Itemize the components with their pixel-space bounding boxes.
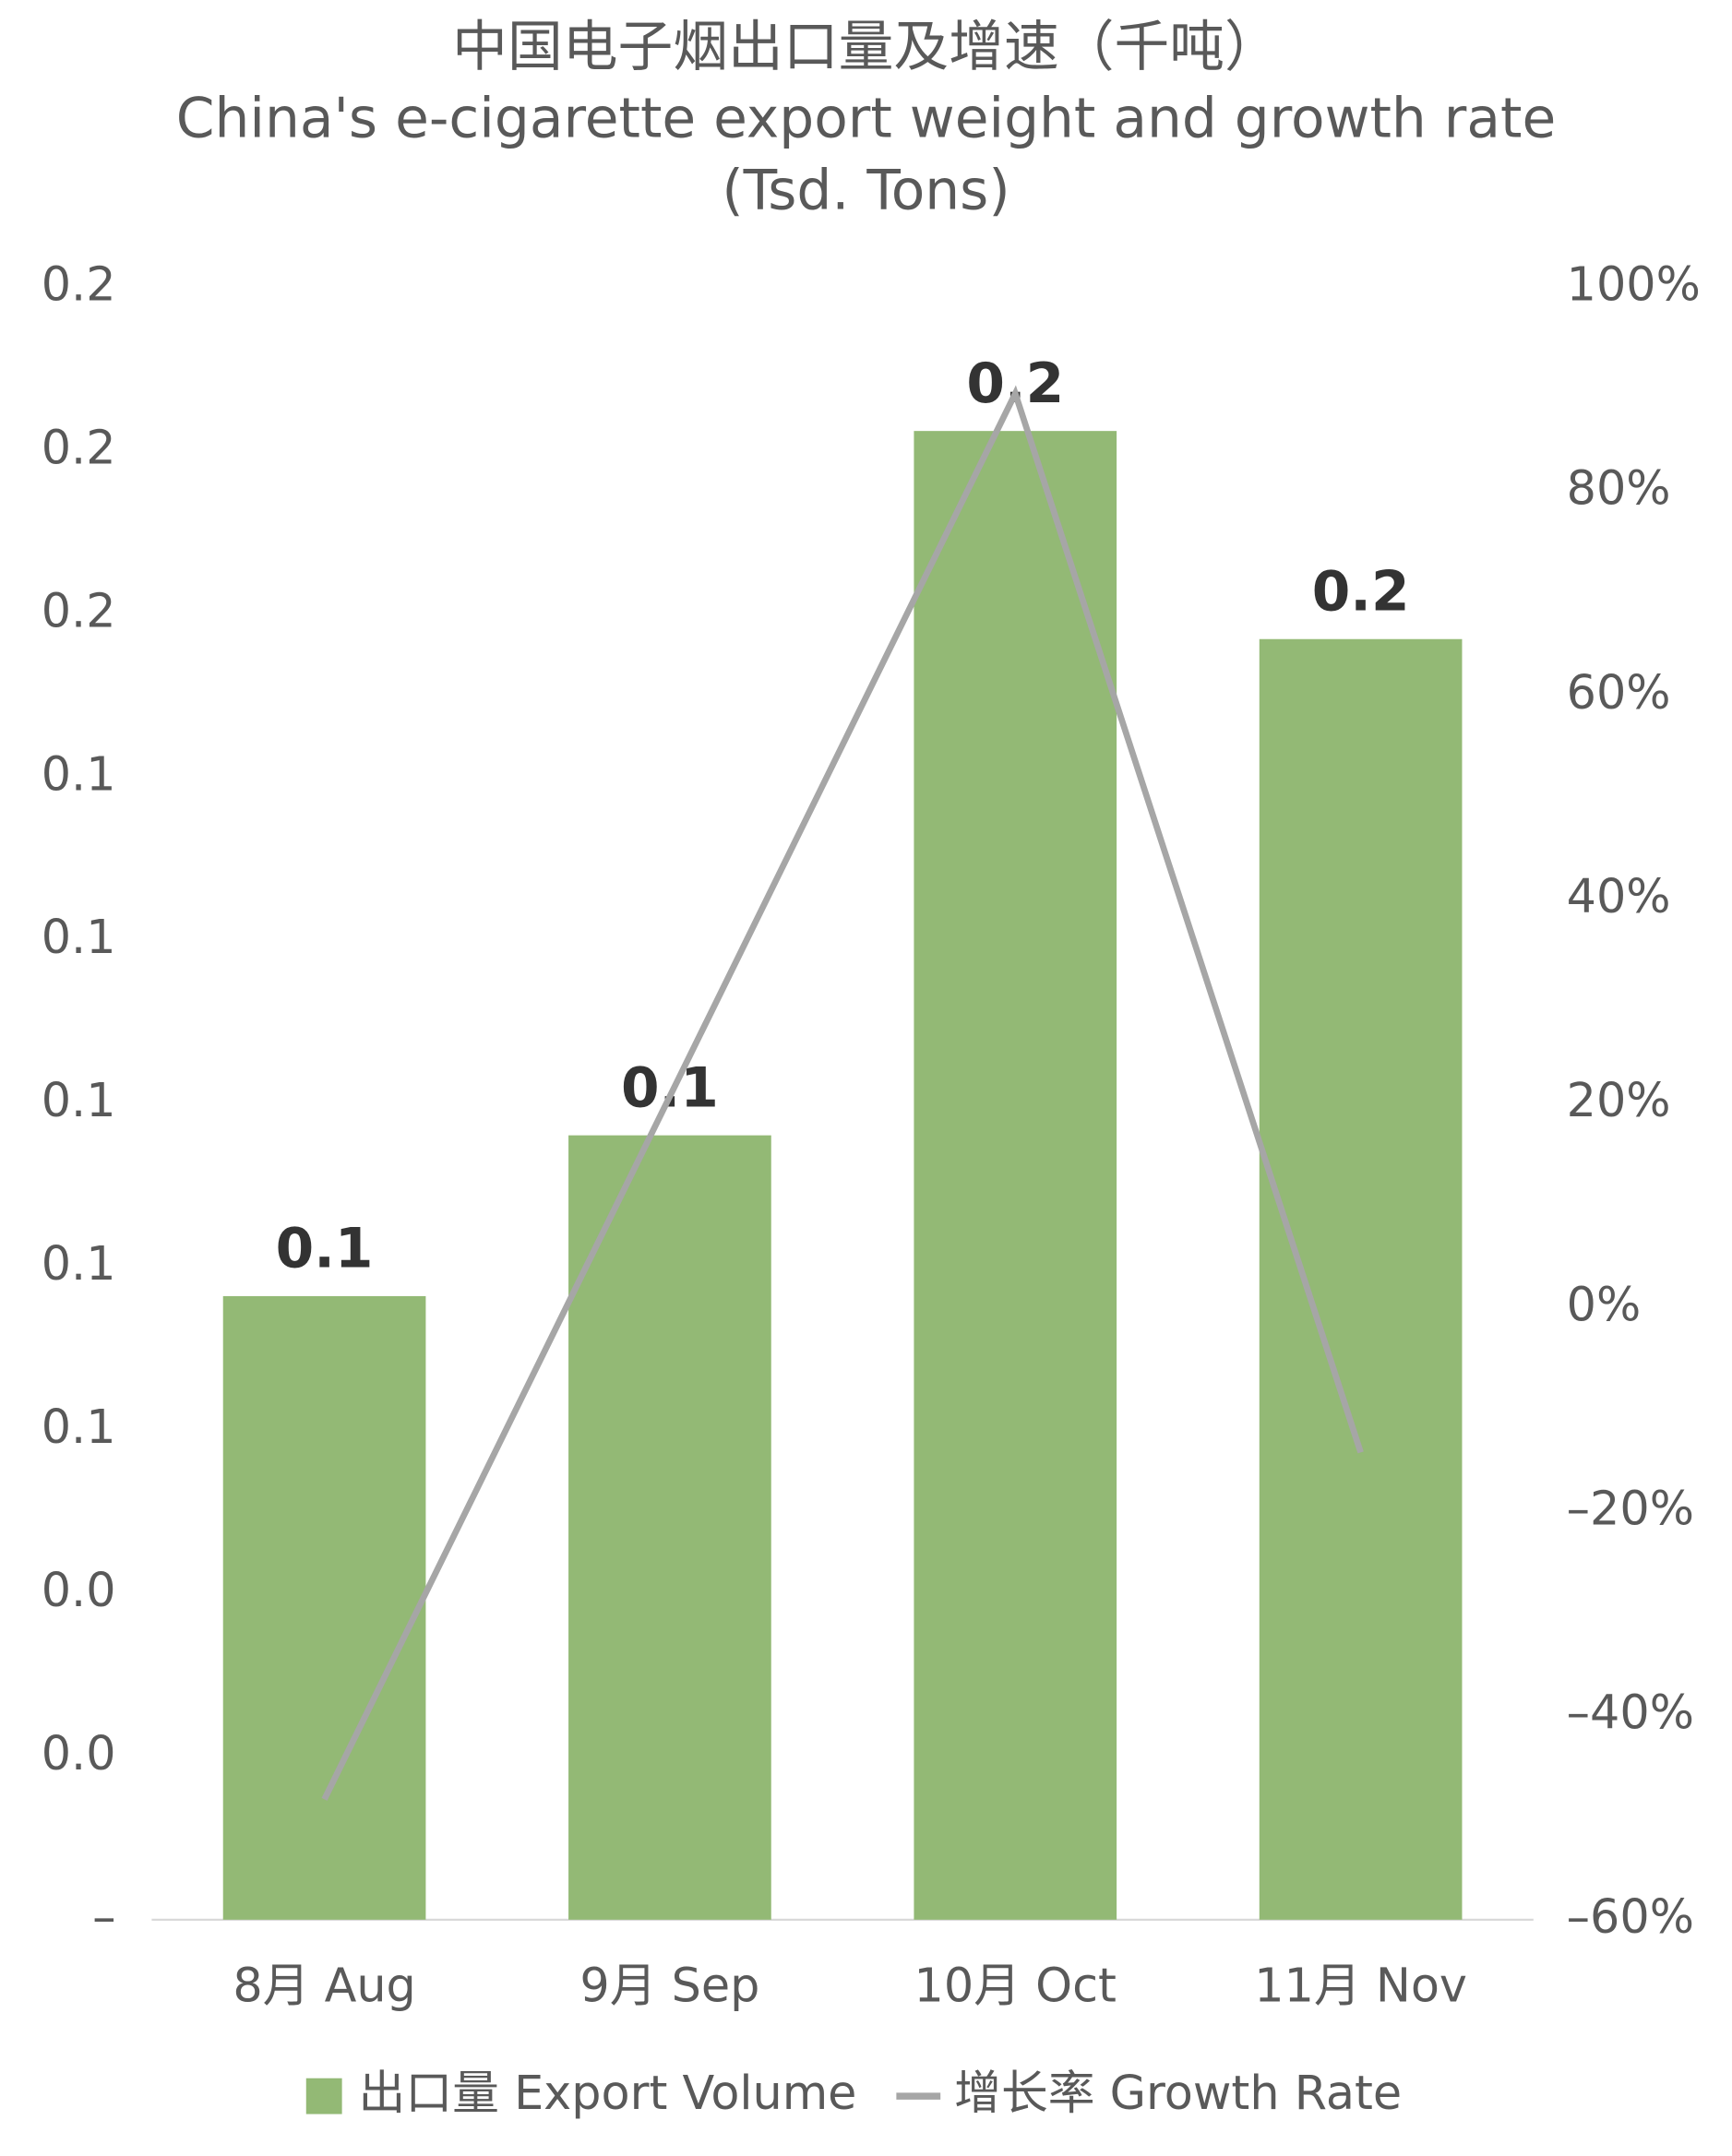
data-label: 0.1 [276,1218,374,1281]
chart-title: 中国电子烟出口量及增速（千吨） [452,16,1280,79]
legend-label: 出口量 Export Volume [359,2066,857,2120]
y2-tick-label: –40% [1567,1685,1694,1740]
x-tick-label: 11月 Nov [1254,1959,1467,2013]
data-label: 0.1 [621,1056,719,1120]
y-tick-label: 0.1 [42,1236,116,1291]
line [321,385,1364,1801]
data-label: 0.2 [966,352,1064,416]
y2-tick-label: –20% [1567,1481,1694,1535]
legend-label: 增长率 Growth Rate [954,2066,1402,2120]
x-tick-label: 9月 Sep [579,1959,759,2013]
y-tick-label: – [92,1889,115,1944]
y-tick-label: 0.1 [42,1400,116,1454]
bar [914,431,1117,1920]
y2-tick-label: –60% [1567,1889,1694,1944]
y2-tick-label: 100% [1567,256,1701,311]
y2-tick-label: 20% [1567,1073,1671,1127]
y2-tick-label: 40% [1567,869,1671,923]
y-tick-label: 0.2 [42,256,116,311]
chart-subtitle: China's e-cigarette export weight and gr… [175,87,1557,223]
y-tick-label: 0.0 [42,1726,116,1781]
bar [1259,638,1463,1920]
y2-tick-label: 80% [1567,461,1671,516]
bar [568,1135,771,1920]
title-wrap: 中国电子烟出口量及增速（千吨） China's e-cigarette expo… [137,12,1594,227]
y2-tick-label: 0% [1567,1277,1642,1331]
x-tick-label: 10月 Oct [914,1959,1117,2013]
y-tick-label: 0.1 [42,910,116,964]
y-tick-label: 0.1 [42,746,116,801]
title-box: 中国电子烟出口量及增速（千吨） China's e-cigarette expo… [137,12,1594,227]
x-tick-label: 8月 Aug [233,1959,415,2013]
data-label: 0.2 [1312,561,1410,625]
bar [222,1295,426,1920]
y-tick-label: 0.2 [42,420,116,474]
y-tick-label: 0.1 [42,1073,116,1127]
legend-swatch [305,2078,342,2114]
y2-tick-label: 60% [1567,665,1671,720]
y-tick-label: 0.0 [42,1563,116,1617]
y-tick-label: 0.2 [42,583,116,637]
